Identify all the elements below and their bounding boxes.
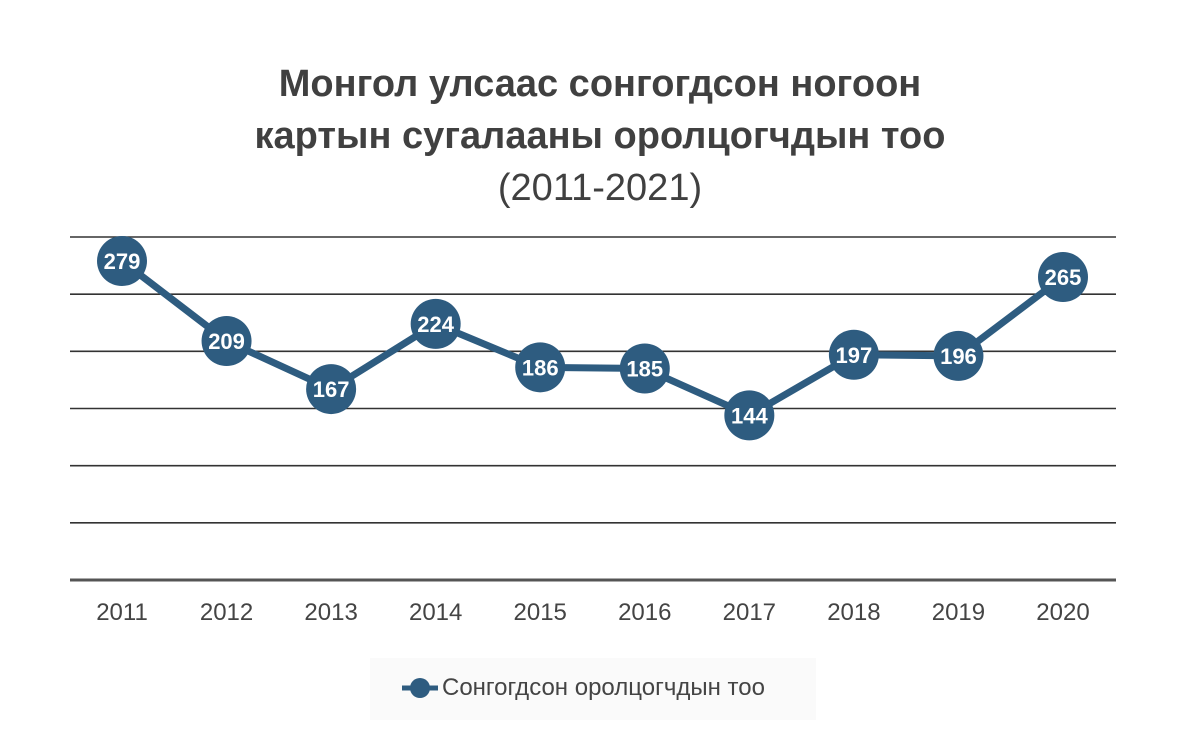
data-point <box>619 343 670 394</box>
x-tick-label: 2016 <box>618 599 671 626</box>
chart-subtitle: (2011-2021) <box>497 167 703 209</box>
data-point <box>724 390 775 441</box>
data-label: 265 <box>1045 265 1082 290</box>
data-point <box>933 330 984 381</box>
legend-marker-icon <box>402 678 438 698</box>
data-label: 224 <box>417 312 454 337</box>
x-tick-label: 2019 <box>932 599 985 626</box>
x-tick-label: 2018 <box>827 599 880 626</box>
x-tick-label: 2011 <box>96 599 148 626</box>
data-point <box>828 329 879 380</box>
data-point <box>515 342 566 393</box>
data-label: 209 <box>208 329 245 354</box>
x-tick-label: 2014 <box>409 599 462 626</box>
data-label: 144 <box>731 403 768 428</box>
data-label: 185 <box>626 356 663 381</box>
x-tick-label: 2020 <box>1036 599 1089 626</box>
data-label: 186 <box>522 355 559 380</box>
x-tick-label: 2015 <box>514 599 567 626</box>
x-tick-label: 2017 <box>723 599 776 626</box>
data-points: 279 209 167 224 186 185 144 197 196 265 <box>97 236 1088 441</box>
legend: Сонгогдсон оролцогчдын тоо <box>370 658 816 720</box>
chart-title-line-2: картын сугалааны оролцогчдын тоо <box>254 115 946 157</box>
series-line <box>119 258 1066 419</box>
data-point <box>97 236 147 287</box>
series-line-group <box>119 258 1066 419</box>
x-axis-ticks: 2011 2012 2013 2014 2015 2016 2017 2018 2019 2020 <box>96 599 1090 626</box>
x-tick-label: 2012 <box>200 599 253 626</box>
legend-marker-dot <box>410 678 430 698</box>
chart-title: Монгол улсаас сонгогдсон ногоон картын с… <box>0 58 1200 214</box>
data-point <box>410 298 461 349</box>
data-label: 197 <box>836 343 873 368</box>
data-point <box>1038 252 1088 303</box>
gridlines <box>70 236 1116 582</box>
data-point <box>201 316 252 367</box>
data-label: 279 <box>104 249 141 274</box>
chart-title-line-1: Монгол улсаас сонгогдсон ногоон <box>278 63 922 105</box>
data-point <box>306 364 357 415</box>
x-tick-label: 2013 <box>304 599 357 626</box>
data-label: 196 <box>940 344 977 369</box>
legend-label: Сонгогдсон оролцогчдын тоо <box>442 674 765 701</box>
data-label: 167 <box>313 377 350 402</box>
